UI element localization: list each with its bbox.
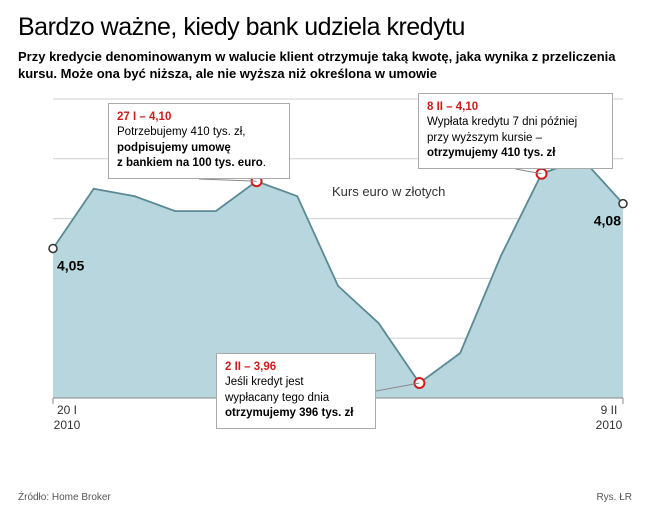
svg-text:9 II: 9 II	[601, 403, 618, 417]
callout-2-date: 2 II – 3,96	[225, 361, 276, 373]
source-text: Źródło: Home Broker	[18, 492, 111, 503]
chart-subtitle: Przy kredycie denominowanym w walucie kl…	[18, 48, 632, 83]
callout-3-line1: Wypłata kredytu 7 dni później	[427, 116, 577, 128]
callout-3-line3: otrzymujemy 410 tys. zł	[427, 147, 555, 159]
callout-1-line2: podpisujemy umowę	[117, 142, 231, 154]
svg-text:Kurs euro w złotych: Kurs euro w złotych	[332, 184, 445, 199]
callout-1-line1: Potrzebujemy 410 tys. zł,	[117, 126, 245, 138]
svg-text:2010: 2010	[596, 418, 623, 432]
callout-3: 8 II – 4,10 Wypłata kredytu 7 dni późnie…	[418, 93, 613, 169]
callout-1-date: 27 I – 4,10	[117, 111, 171, 123]
callout-1-line3: z bankiem na 100 tys. euro	[117, 157, 263, 169]
callout-2-line1: Jeśli kredyt jest	[225, 376, 304, 388]
svg-text:4,08: 4,08	[594, 212, 621, 228]
callout-3-line2: przy wyższym kursie –	[427, 132, 542, 144]
svg-text:20 I: 20 I	[57, 403, 77, 417]
svg-text:4,05: 4,05	[57, 257, 84, 273]
svg-text:2010: 2010	[54, 418, 81, 432]
callout-1: 27 I – 4,10 Potrzebujemy 410 tys. zł, po…	[108, 103, 290, 179]
chart-title: Bardzo ważne, kiedy bank udziela kredytu	[18, 14, 632, 42]
callout-2: 2 II – 3,96 Jeśli kredyt jest wypłacany …	[216, 353, 376, 429]
chart-footer: Źródło: Home Broker Rys. ŁR	[18, 492, 632, 503]
callout-3-date: 8 II – 4,10	[427, 101, 478, 113]
chart-area: 3,953,994,034,074,114,1520 I20109 II2010…	[48, 93, 622, 443]
credit-text: Rys. ŁR	[596, 492, 632, 503]
callout-2-line3: otrzymujemy 396 tys. zł	[225, 407, 353, 419]
callout-2-line2: wypłacany tego dnia	[225, 392, 329, 404]
